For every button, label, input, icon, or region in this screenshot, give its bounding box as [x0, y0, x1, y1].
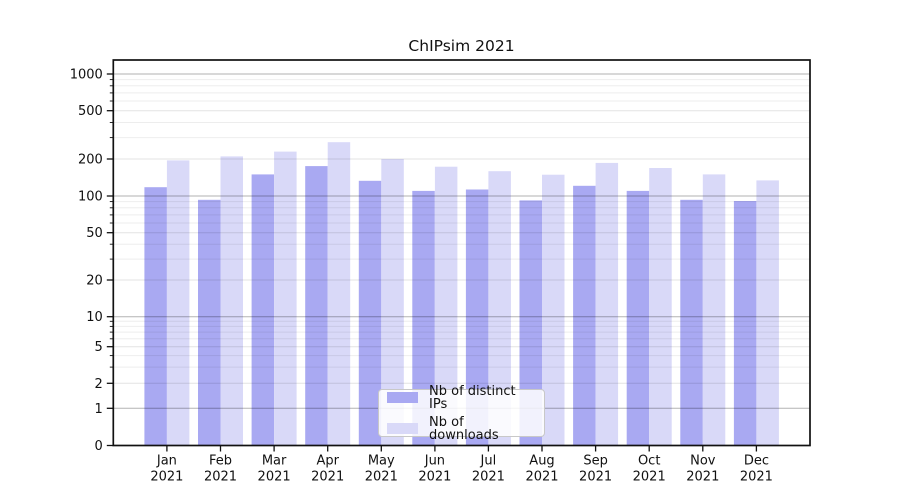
bar-nb-of-distinct-ips-sep-2021 — [573, 185, 596, 446]
legend-label-downloads: Nb of downloads — [429, 414, 499, 443]
y-tick-label-20: 20 — [86, 274, 103, 289]
bar-nb-of-distinct-ips-oct-2021 — [626, 190, 650, 446]
bar-nb-of-downloads-jan-2021 — [166, 160, 190, 446]
y-tick-label-5: 5 — [95, 340, 103, 355]
bar-nb-of-downloads-jun-2021 — [434, 166, 458, 446]
bar-nb-of-distinct-ips-dec-2021 — [733, 201, 757, 446]
bar-nb-of-downloads-feb-2021 — [220, 156, 243, 446]
bar-nb-of-downloads-aug-2021 — [542, 174, 565, 446]
chart-title: ChIPsim 2021 — [408, 37, 514, 55]
bar-nb-of-downloads-apr-2021 — [327, 142, 351, 446]
x-tick-label-oct-2021: Oct 2021 — [633, 454, 666, 485]
bar-nb-of-distinct-ips-mar-2021 — [251, 174, 275, 446]
y-tick-label-10: 10 — [86, 310, 103, 325]
bar-nb-of-distinct-ips-feb-2021 — [198, 199, 221, 446]
gridlines-layer — [113, 73, 810, 409]
axes-layer: 0 1 2 5 10 20 50 100 200 500 1000 Jan 2021 Feb 2021 Mar… — [70, 59, 811, 485]
bar-nb-of-distinct-ips-jan-2021 — [144, 187, 167, 446]
x-tick-label-sep-2021: Sep 2021 — [579, 454, 612, 485]
legend-swatch-distinct-ips — [387, 392, 418, 403]
x-tick-label-jun-2021: Jun 2021 — [418, 454, 451, 485]
x-tick-label-jan-2021: Jan 2021 — [150, 454, 183, 485]
x-tick-label-dec-2021: Dec 2021 — [740, 454, 773, 485]
bar-nb-of-downloads-may-2021 — [381, 159, 404, 446]
y-tick-label-50: 50 — [86, 226, 103, 241]
bar-nb-of-distinct-ips-nov-2021 — [680, 199, 703, 446]
bar-nb-of-downloads-oct-2021 — [649, 168, 672, 446]
y-tick-label-1000: 1000 — [70, 68, 103, 83]
legend-row-downloads: Nb of downloads — [387, 416, 536, 442]
legend-swatch-downloads — [387, 423, 418, 434]
bar-nb-of-distinct-ips-jun-2021 — [412, 190, 435, 446]
x-tick-label-may-2021: May 2021 — [365, 454, 398, 485]
bar-nb-of-downloads-sep-2021 — [595, 162, 619, 446]
y-tick-label-2: 2 — [95, 377, 103, 392]
x-tick-label-nov-2021: Nov 2021 — [686, 454, 719, 485]
bar-nb-of-distinct-ips-jul-2021 — [465, 189, 489, 446]
bar-nb-of-distinct-ips-may-2021 — [358, 180, 382, 446]
legend: Nb of distinct IPs Nb of downloads — [378, 385, 545, 442]
x-tick-label-apr-2021: Apr 2021 — [311, 454, 344, 485]
y-tick-label-200: 200 — [78, 153, 103, 168]
x-tick-label-feb-2021: Feb 2021 — [204, 454, 237, 485]
y-tick-label-0: 0 — [95, 439, 103, 454]
bar-nb-of-downloads-mar-2021 — [274, 151, 297, 446]
bar-nb-of-downloads-jul-2021 — [488, 171, 511, 446]
bar-nb-of-distinct-ips-apr-2021 — [305, 166, 328, 446]
y-tick-label-500: 500 — [78, 104, 103, 119]
y-tick-label-1: 1 — [95, 402, 103, 417]
legend-row-distinct-ips: Nb of distinct IPs — [387, 385, 536, 411]
plot-frame — [112, 59, 811, 447]
x-tick-label-jul-2021: Jul 2021 — [472, 454, 505, 485]
x-tick-label-aug-2021: Aug 2021 — [525, 454, 558, 485]
bars-layer — [144, 142, 779, 446]
x-tick-label-mar-2021: Mar 2021 — [258, 454, 291, 485]
y-tick-label-100: 100 — [78, 190, 103, 205]
bar-nb-of-distinct-ips-aug-2021 — [519, 200, 542, 446]
bar-nb-of-downloads-dec-2021 — [756, 180, 779, 446]
bar-nb-of-downloads-nov-2021 — [702, 174, 726, 446]
legend-label-distinct-ips: Nb of distinct IPs — [429, 383, 516, 412]
